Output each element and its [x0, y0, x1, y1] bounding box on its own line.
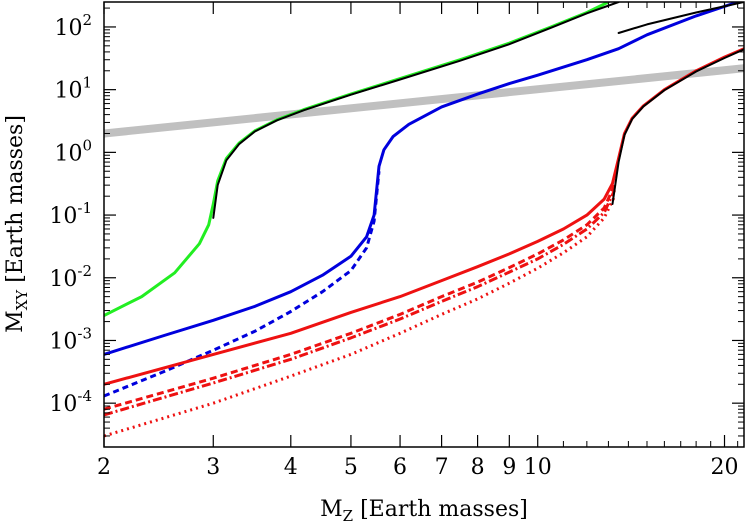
series-blue-solid	[104, 2, 740, 356]
x-tick-label: 4	[284, 455, 298, 480]
y-axis-label-main: M	[3, 310, 28, 333]
y-tick-base: 10	[49, 204, 77, 229]
series-blue-dashed	[104, 171, 381, 398]
series-blue-black	[617, 2, 744, 34]
x-tick-label: 20	[711, 455, 739, 480]
x-tick-label: 7	[435, 455, 449, 480]
y-tick-exponent: -3	[77, 324, 92, 342]
y-tick-base: 10	[54, 141, 82, 166]
y-tick-label: 10-4	[49, 387, 92, 417]
x-axis-label-subscript: Z	[343, 507, 353, 525]
series-green-black	[212, 2, 620, 219]
y-tick-label: 100	[54, 136, 92, 166]
series-red-dash-dot	[104, 189, 616, 417]
series-red-black	[611, 48, 744, 205]
y-tick-base: 10	[49, 267, 77, 292]
x-axis-label: MZ [Earth masses]	[320, 497, 528, 525]
series-layer	[104, 2, 744, 438]
y-axis-label: MXY [Earth masses]	[3, 115, 31, 333]
y-tick-exponent: -4	[77, 387, 92, 405]
series-gray-reference	[104, 64, 744, 138]
x-tick-label: 6	[393, 455, 407, 480]
y-tick-exponent: 2	[82, 11, 92, 29]
series-red-dotted	[104, 195, 616, 438]
ticks-layer	[103, 2, 744, 448]
y-tick-label: 10-1	[49, 199, 92, 229]
series-red-dashed	[104, 184, 616, 411]
x-axis-label-units: [Earth masses]	[353, 497, 528, 522]
y-tick-exponent: 0	[82, 136, 92, 154]
x-tick-label: 8	[471, 455, 485, 480]
x-tick-label: 3	[206, 455, 220, 480]
y-tick-exponent: -2	[77, 262, 92, 280]
x-tick-label: 5	[344, 455, 358, 480]
y-tick-exponent: 1	[82, 74, 92, 92]
y-tick-base: 10	[49, 329, 77, 354]
y-tick-base: 10	[54, 16, 82, 41]
y-tick-label: 10-2	[49, 262, 92, 292]
x-tick-label: 2	[97, 455, 111, 480]
y-tick-label: 101	[54, 74, 92, 104]
x-axis-label-main: M	[320, 497, 343, 522]
series-green-solid	[104, 2, 610, 317]
y-axis-label-units: [Earth masses]	[3, 115, 28, 290]
x-tick-label: 9	[502, 455, 516, 480]
y-tick-base: 10	[49, 392, 77, 417]
plot-frame	[103, 1, 745, 448]
y-tick-exponent: -1	[77, 199, 92, 217]
y-tick-base: 10	[54, 79, 82, 104]
y-tick-label: 10-3	[49, 324, 92, 354]
y-tick-label: 102	[54, 11, 92, 41]
x-tick-label: 10	[524, 455, 552, 480]
y-axis-label-subscript: XY	[13, 289, 31, 311]
